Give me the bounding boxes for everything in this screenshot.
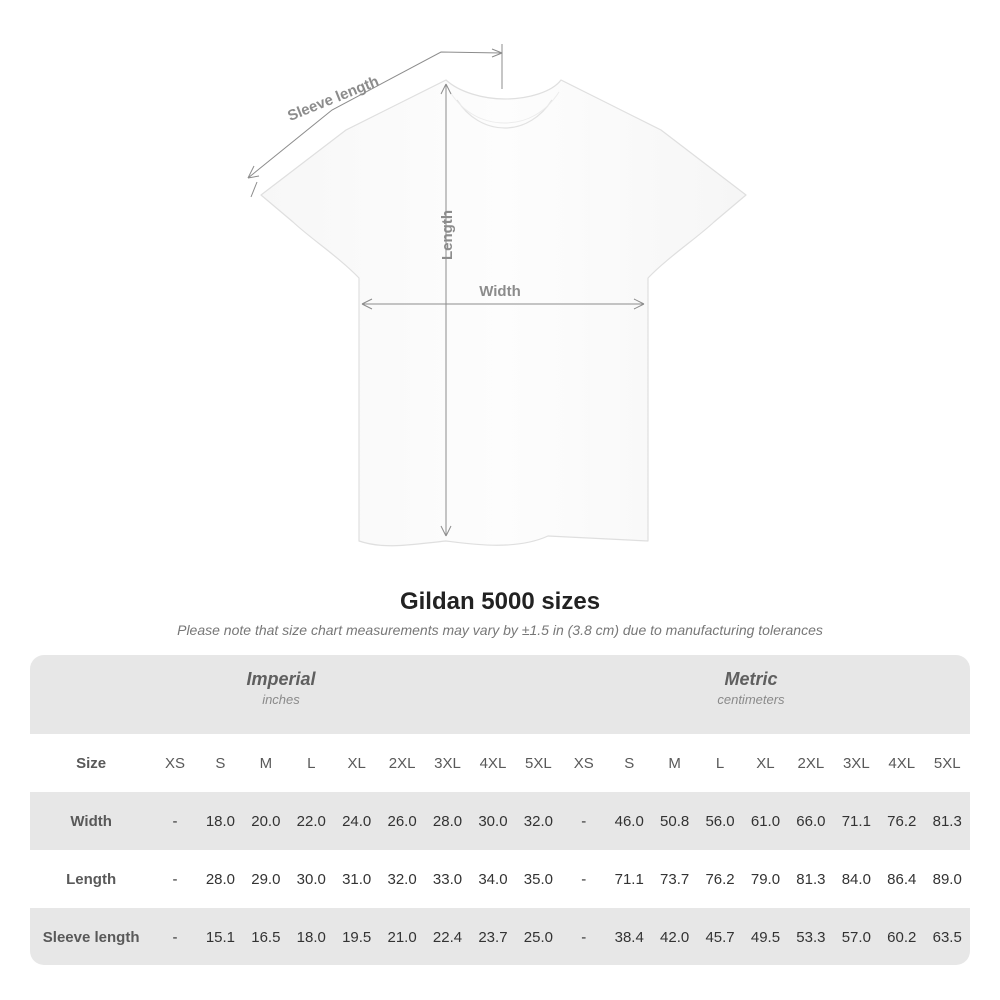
- svg-text:Sleeve length: Sleeve length: [285, 73, 381, 125]
- svg-text:Length: Length: [439, 210, 456, 260]
- svg-text:Width: Width: [479, 283, 521, 300]
